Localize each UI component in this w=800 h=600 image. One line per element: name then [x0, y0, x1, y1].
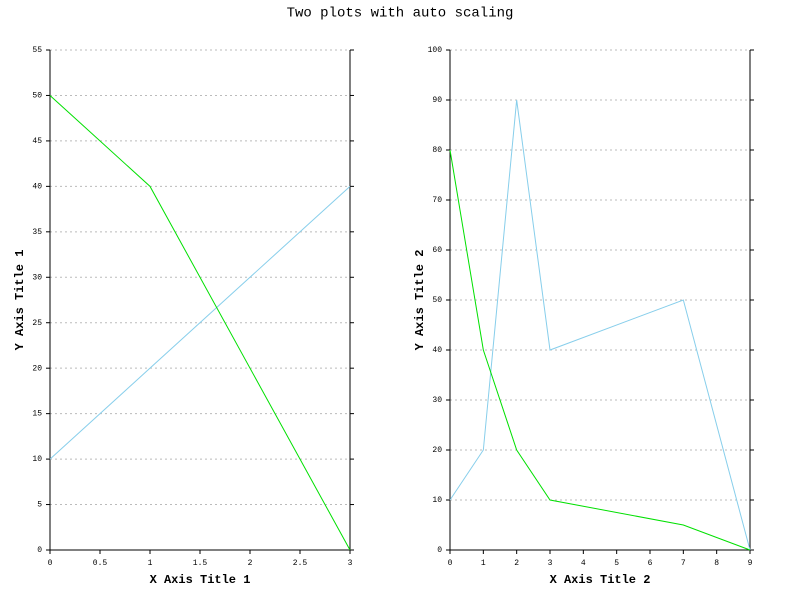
x-tick-label: 6	[648, 559, 653, 568]
y-tick-label: 40	[432, 346, 442, 355]
x-tick-label: 1	[481, 559, 486, 568]
series-line	[449, 99, 751, 551]
y-axis-title: Y Axis Title 1	[13, 250, 27, 351]
x-tick-label: 4	[581, 559, 586, 568]
y-tick-label: 70	[432, 196, 442, 205]
y-tick-label: 25	[32, 319, 42, 328]
series-line	[49, 95, 351, 551]
y-tick-label: 0	[37, 546, 42, 555]
x-tick-label: 0	[48, 559, 53, 568]
y-tick-label: 5	[37, 501, 42, 510]
y-tick-label: 40	[32, 182, 42, 191]
x-tick-label: 1	[148, 559, 153, 568]
y-tick-label: 50	[32, 92, 42, 101]
x-tick-label: 9	[748, 559, 753, 568]
x-tick-label: 3	[548, 559, 553, 568]
y-tick-label: 15	[32, 410, 42, 419]
y-tick-label: 80	[432, 146, 442, 155]
y-tick-label: 30	[32, 273, 42, 282]
x-tick-label: 1.5	[193, 559, 208, 568]
y-axis-title: Y Axis Title 2	[413, 250, 427, 351]
x-tick-label: 2	[248, 559, 253, 568]
x-tick-label: 0	[448, 559, 453, 568]
series-line	[449, 149, 751, 551]
y-tick-label: 0	[437, 546, 442, 555]
y-tick-label: 20	[32, 364, 42, 373]
y-tick-label: 100	[428, 46, 443, 55]
x-tick-label: 2	[514, 559, 519, 568]
y-tick-label: 35	[32, 228, 42, 237]
y-tick-label: 60	[432, 246, 442, 255]
y-tick-label: 50	[432, 296, 442, 305]
x-tick-label: 2.5	[293, 559, 308, 568]
x-tick-label: 5	[614, 559, 619, 568]
x-tick-label: 0.5	[93, 559, 108, 568]
x-axis-title: X Axis Title 1	[150, 573, 251, 587]
y-tick-label: 20	[432, 446, 442, 455]
x-axis-title: X Axis Title 2	[550, 573, 651, 587]
y-tick-label: 45	[32, 137, 42, 146]
y-tick-label: 30	[432, 396, 442, 405]
y-tick-label: 10	[32, 455, 42, 464]
y-tick-label: 55	[32, 46, 42, 55]
x-tick-label: 7	[681, 559, 686, 568]
series-line	[49, 185, 351, 460]
x-tick-label: 3	[348, 559, 353, 568]
y-tick-label: 90	[432, 96, 442, 105]
x-tick-label: 8	[714, 559, 719, 568]
y-tick-label: 10	[432, 496, 442, 505]
page-title: Two plots with auto scaling	[287, 6, 514, 22]
